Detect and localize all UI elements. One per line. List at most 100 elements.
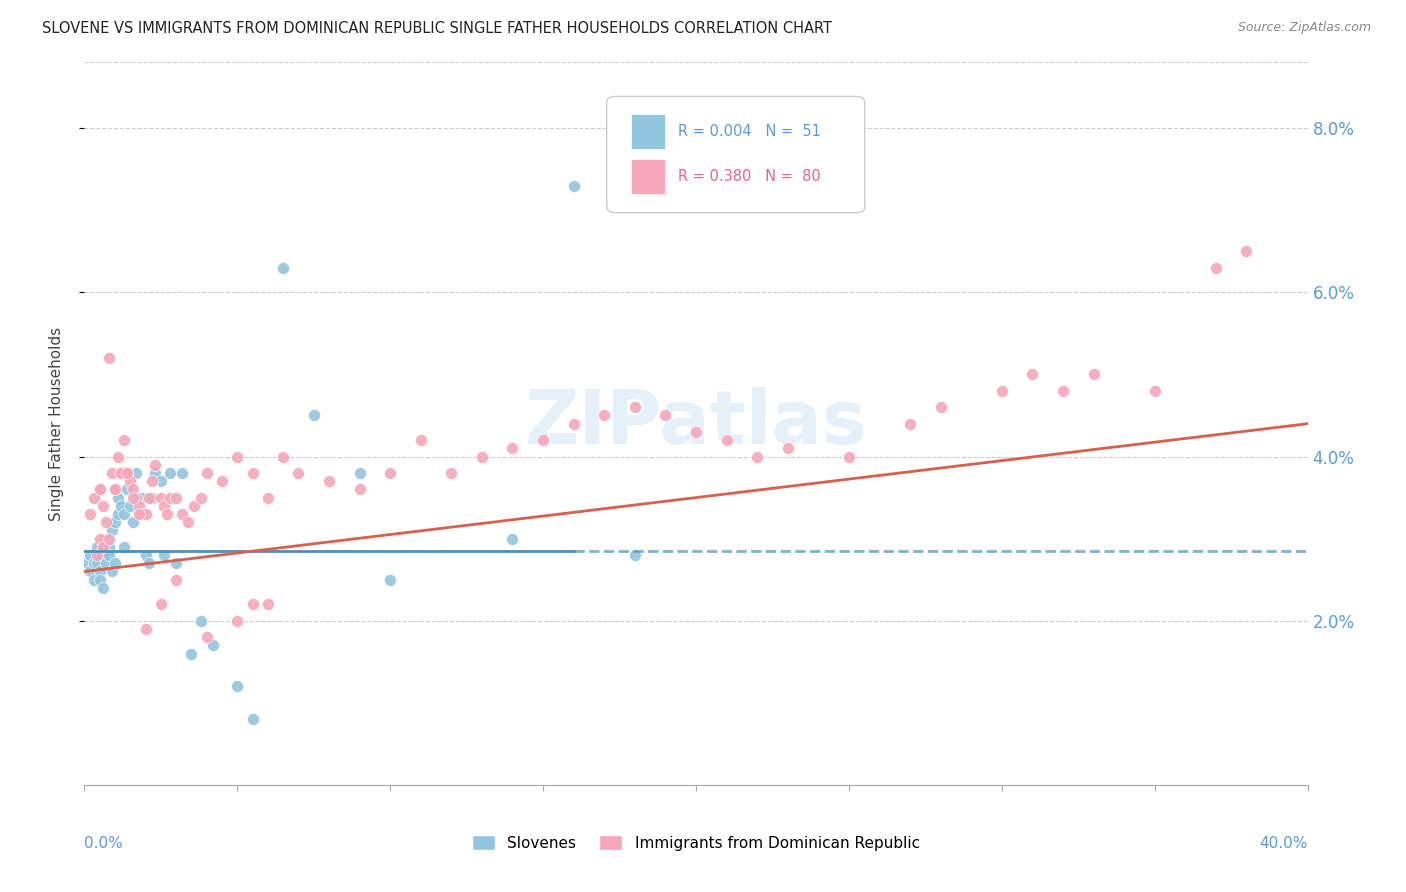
Point (287, 466, 309, 480)
Point (1236, 244, 1258, 259)
Point (177, 515, 200, 529)
Point (125, 491, 148, 505)
Point (409, 433, 432, 447)
Point (128, 499, 150, 513)
Point (929, 401, 952, 415)
Point (89, 483, 111, 497)
Point (165, 491, 187, 505)
Point (380, 466, 402, 480)
FancyBboxPatch shape (606, 96, 865, 212)
Bar (631, 160, 665, 194)
Point (115, 466, 138, 480)
Point (1205, 260, 1227, 275)
Point (89, 532, 111, 546)
Point (172, 466, 194, 480)
Point (128, 507, 150, 521)
Point (271, 260, 294, 275)
Point (318, 474, 340, 488)
Point (183, 499, 205, 513)
Point (97, 540, 120, 554)
Point (349, 466, 371, 480)
Point (226, 680, 249, 694)
Point (107, 450, 129, 464)
Point (120, 499, 142, 513)
Point (89, 565, 111, 579)
Point (86, 548, 108, 562)
Legend: Slovenes, Immigrants from Dominican Republic: Slovenes, Immigrants from Dominican Repu… (467, 829, 925, 857)
Point (349, 483, 371, 497)
Point (104, 556, 127, 570)
Point (115, 466, 138, 480)
Point (89, 483, 111, 497)
Point (302, 409, 325, 423)
Point (271, 450, 294, 464)
Point (747, 450, 769, 464)
Point (101, 466, 124, 480)
Point (1052, 384, 1074, 398)
Point (97, 532, 120, 546)
Point (110, 466, 132, 480)
Point (156, 507, 179, 521)
Point (122, 483, 145, 497)
Point (128, 491, 150, 505)
Point (624, 401, 647, 415)
Point (138, 556, 160, 570)
Point (380, 573, 402, 587)
Y-axis label: Single Father Households: Single Father Households (49, 326, 63, 521)
Point (94, 515, 117, 529)
Point (138, 491, 160, 505)
Point (104, 483, 127, 497)
Point (257, 491, 280, 505)
Point (211, 474, 233, 488)
Point (172, 507, 194, 521)
Point (502, 532, 524, 546)
Point (898, 417, 921, 431)
Point (838, 450, 860, 464)
Point (195, 466, 218, 480)
Point (83, 573, 105, 587)
Point (1143, 384, 1166, 398)
Bar (631, 114, 665, 149)
Point (502, 442, 524, 456)
Point (159, 491, 181, 505)
Point (86, 540, 108, 554)
Text: 40.0%: 40.0% (1260, 836, 1308, 851)
Point (531, 433, 554, 447)
Point (143, 458, 166, 472)
Point (115, 483, 138, 497)
Point (104, 483, 127, 497)
Point (101, 565, 124, 579)
Point (112, 540, 135, 554)
Point (131, 491, 153, 505)
Point (1021, 368, 1043, 382)
Point (143, 466, 166, 480)
Point (440, 466, 463, 480)
Point (97, 351, 120, 365)
Point (562, 178, 585, 193)
Point (107, 491, 129, 505)
Point (107, 507, 129, 521)
Point (101, 524, 124, 538)
Point (83, 491, 105, 505)
Point (149, 474, 172, 488)
Point (76, 556, 98, 570)
Point (79, 548, 101, 562)
Point (91, 540, 114, 554)
Point (226, 614, 249, 628)
Point (135, 548, 157, 562)
Point (149, 491, 172, 505)
Point (131, 507, 153, 521)
Point (180, 647, 202, 661)
Text: SLOVENE VS IMMIGRANTS FROM DOMINICAN REPUBLIC SINGLE FATHER HOUSEHOLDS CORRELATI: SLOVENE VS IMMIGRANTS FROM DOMINICAN REP… (42, 21, 832, 36)
Point (190, 491, 212, 505)
Point (141, 491, 163, 505)
Point (83, 556, 105, 570)
Point (257, 598, 280, 612)
Point (226, 450, 249, 464)
Point (685, 425, 707, 439)
Point (94, 556, 117, 570)
Point (125, 466, 148, 480)
Point (242, 598, 264, 612)
Point (86, 556, 108, 570)
Point (135, 507, 157, 521)
